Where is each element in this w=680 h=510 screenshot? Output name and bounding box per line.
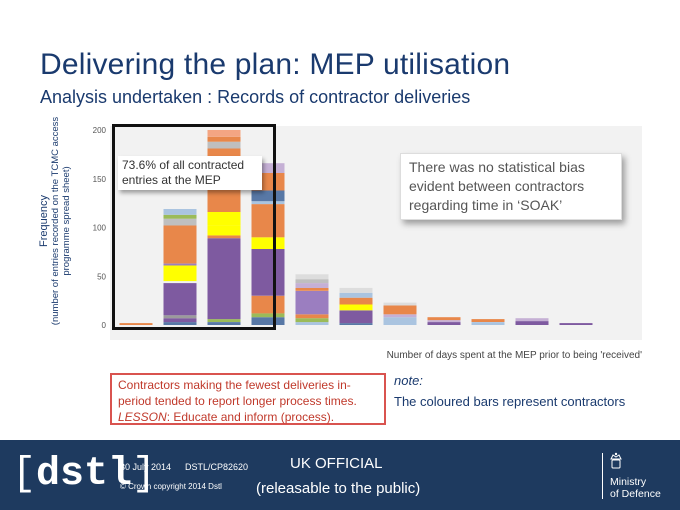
y-tick-group: 0 50 100 150 200 [93, 126, 107, 330]
lesson-line-1: Contractors making the fewest deliveries… [118, 378, 351, 392]
bar-segment [207, 136, 241, 142]
stacked-bar-chart: 0 50 100 150 200 Number of days spent at the… [93, 126, 643, 361]
bar-segment [163, 263, 197, 266]
bar-segment [295, 290, 329, 315]
crown-crest-icon [610, 452, 622, 469]
lesson-box: Contractors making the fewest deliveries… [110, 373, 386, 425]
mod-line-2: of Defence [610, 488, 661, 500]
bar-segment [559, 323, 593, 325]
bar-segment [471, 322, 505, 325]
bar-segment [295, 283, 329, 288]
mod-line-1: Ministry [610, 476, 647, 488]
y-tick-label: 200 [93, 126, 107, 135]
bar-segment [295, 322, 329, 325]
bar-segment [163, 209, 197, 215]
lesson-label: LESSON [118, 410, 167, 424]
bar-segment [207, 211, 241, 226]
bar-segment [251, 295, 285, 314]
bar-segment [383, 314, 417, 318]
bar-segment [295, 314, 329, 319]
bar-segment [207, 141, 241, 149]
bar-segment [383, 317, 417, 325]
bar-segment [339, 287, 373, 293]
dstl-logo-text: dstl [36, 452, 133, 497]
bar-segment [515, 318, 549, 322]
bar-group [119, 130, 593, 325]
bar-segment [295, 279, 329, 284]
bar-segment [163, 225, 197, 264]
bar-segment [339, 297, 373, 305]
bar-segment [295, 318, 329, 323]
bar-segment [427, 320, 461, 322]
bar-segment [251, 190, 285, 202]
bar-segment [207, 130, 241, 137]
note-text: The coloured bars represent contractors [394, 394, 626, 409]
lesson-line-3: LESSON: Educate and inform (process). [118, 409, 378, 425]
bar-segment [207, 322, 241, 325]
footer-reference: DSTL/CP82620 [185, 462, 249, 472]
bar-segment [339, 323, 373, 325]
bar-segment [163, 315, 197, 319]
y-tick-label: 100 [93, 224, 107, 233]
bar-segment [207, 235, 241, 239]
bar-segment [251, 237, 285, 249]
lesson-line-2: period tended to report longer process t… [118, 394, 357, 408]
bar-segment [383, 302, 417, 306]
bar-segment [251, 248, 285, 296]
bar-segment [515, 321, 549, 325]
bar-segment [163, 283, 197, 316]
releasable-label: (releasable to the public) [256, 480, 421, 497]
bar-segment [339, 304, 373, 311]
x-axis-label: Number of days spent at the MEP prior to… [387, 350, 643, 361]
left-callout: 73.6% of all contracted entries at the M… [118, 156, 262, 190]
bar-segment [339, 310, 373, 324]
page-subtitle: Analysis undertaken : Records of contrac… [40, 87, 471, 107]
bar-segment [251, 317, 285, 325]
bar-segment [251, 313, 285, 318]
y-tick-label: 50 [97, 272, 106, 281]
bar-segment [251, 201, 285, 205]
bar-segment [383, 305, 417, 315]
highlight-box [112, 124, 276, 330]
mod-divider [602, 453, 603, 499]
bar-segment [295, 274, 329, 280]
bar-segment [163, 281, 197, 283]
dstl-logo: [dstl] [12, 452, 157, 497]
bar-segment [427, 322, 461, 325]
mod-logo-text: Ministry of Defence [610, 476, 661, 500]
right-callout: There was no statistical bias evident be… [400, 153, 622, 220]
classification-label: UK OFFICIAL [290, 455, 383, 472]
bar-segment [119, 323, 153, 325]
footer-copyright: © Crown copyright 2014 Dstl [120, 482, 222, 491]
bar-segment [163, 322, 197, 325]
bar-segment [163, 218, 197, 226]
footer-date: 30 July 2014 [120, 462, 172, 472]
y-tick-label: 150 [93, 175, 107, 184]
lesson-text: : Educate and inform (process). [166, 410, 335, 424]
note-label: note: [394, 373, 423, 388]
bar-segment [251, 204, 285, 238]
footer-bar [0, 440, 680, 510]
bar-segment [251, 163, 285, 173]
bar-segment [163, 214, 197, 219]
bar-segment [207, 319, 241, 322]
bar-segment [163, 318, 197, 323]
bar-segment [207, 225, 241, 236]
bar-segment [471, 319, 505, 322]
y-tick-label: 0 [102, 321, 107, 330]
bar-segment [295, 287, 329, 291]
page-title: Delivering the plan: MEP utilisation [40, 48, 511, 81]
bar-segment [207, 238, 241, 320]
bar-segment [427, 317, 461, 321]
bar-segment [163, 265, 197, 282]
bar-segment [339, 292, 373, 298]
